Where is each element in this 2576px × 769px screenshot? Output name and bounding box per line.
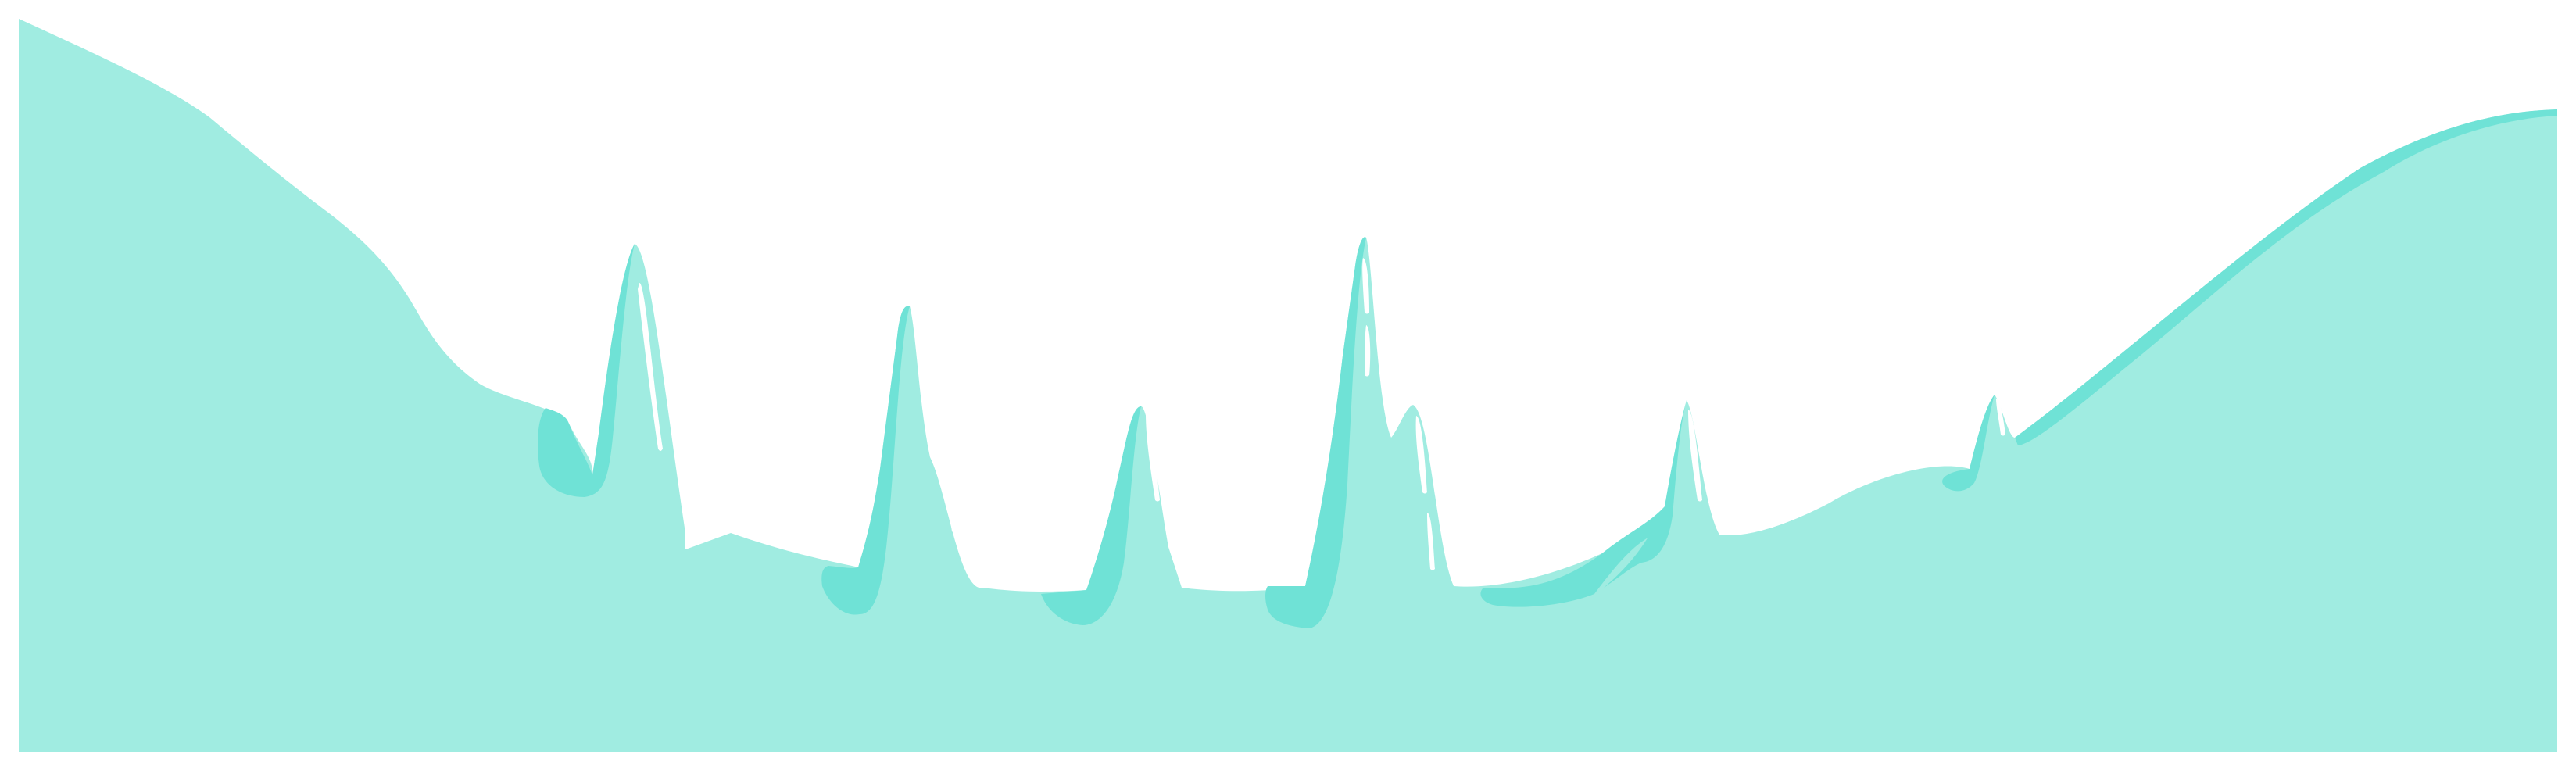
peak-2-shadow [821,306,910,615]
peak-6-shadow [1604,400,1687,588]
peak-3-shadow [1041,406,1141,625]
peak-4d-highlight [1427,513,1435,570]
peak-5-shadow [1480,506,1665,607]
peak-highlights [638,258,2005,570]
peak-7-highlight [1996,399,2005,436]
terrain-silhouette [19,19,2557,752]
right-slope-shadow [2015,109,2557,445]
peak-4-highlight [1362,258,1369,314]
peak-4-shadow [1265,237,1366,628]
peak-2-highlight [927,395,936,439]
peak-3-highlight [1146,414,1160,502]
peak-4b-highlight [1365,325,1371,377]
peak-6-highlight [1688,410,1702,502]
terrain-shadows [538,109,2557,628]
peak-7-shadow [1942,395,1995,492]
peak-2b-highlight [944,469,957,533]
peak-1-highlight [638,282,663,451]
peak-1-shadow [538,244,635,497]
peak-4c-highlight [1415,416,1427,494]
peak-1-base-tick [685,516,688,549]
